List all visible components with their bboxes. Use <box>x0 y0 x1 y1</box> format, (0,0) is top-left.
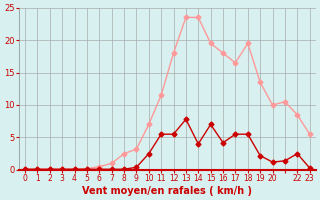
X-axis label: Vent moyen/en rafales ( km/h ): Vent moyen/en rafales ( km/h ) <box>82 186 252 196</box>
